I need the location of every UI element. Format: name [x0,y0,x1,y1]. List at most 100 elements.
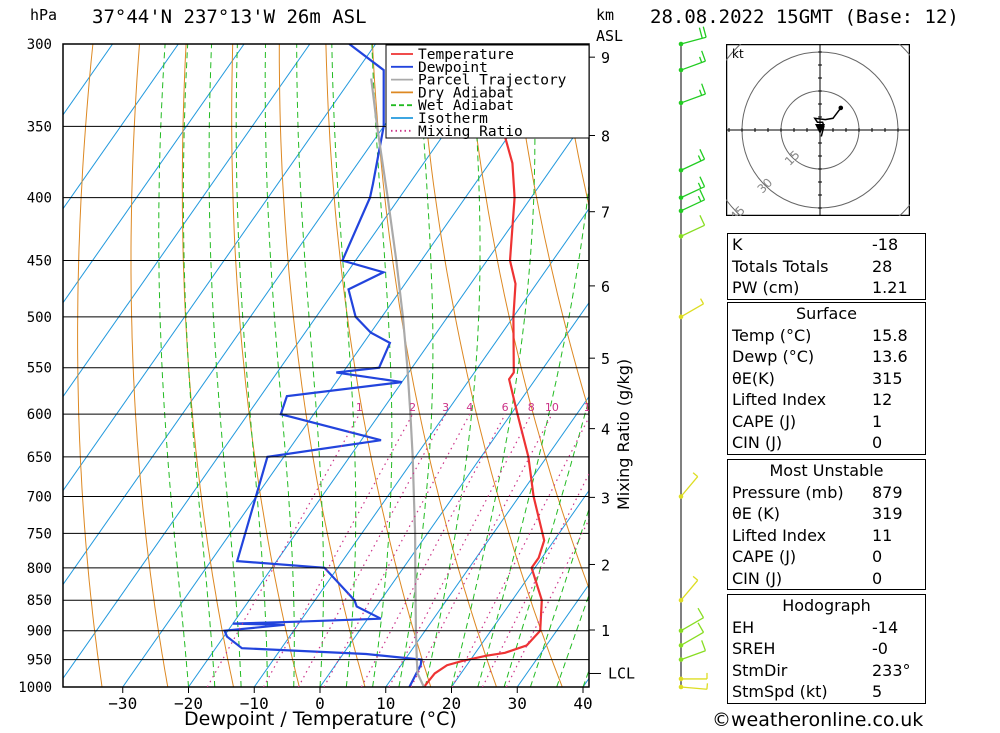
sreh-row: SREH -0 [728,638,925,660]
pressure-tick-label: 600 [27,407,52,423]
mu-cape-value: 0 [872,547,883,566]
surface-cin-label: CIN (J) [732,433,783,452]
stmspd-value: 5 [872,682,883,701]
surface-dewp-row: Dewp (°C) 13.6 [728,346,925,368]
x-tick-label: 20 [442,694,461,713]
isotherm-line [63,44,508,680]
pressure-tick-label: 450 [27,254,52,270]
asl-axis-unit: ASL [596,27,624,45]
totals-totals-label: Totals Totals [732,256,829,276]
pressure-tick-label: 900 [27,624,52,640]
mu-li-value: 11 [872,525,893,545]
sreh-label: SREH [732,639,776,658]
pressure-tick-label: 350 [27,119,52,135]
pressure-tick-label: 650 [27,450,52,466]
station-location: 37°44'N 237°13'W 26m ASL [92,6,367,28]
mu-li-row: Lifted Index 11 [728,525,925,547]
mu-cin-value: 0 [872,568,883,588]
surface-box: Surface Temp (°C) 15.8 Dewp (°C) 13.6 θE(K… [727,302,926,455]
wind-barb [678,622,705,648]
mixing-ratio-label: 15 [584,401,598,414]
isotherm-line [188,113,589,687]
dry-adiabat-line [511,44,589,413]
wet-adiabat-line [235,44,268,687]
x-tick-label: 30 [508,694,527,713]
mu-pressure-value: 879 [872,482,903,502]
wind-barb [678,26,707,47]
wind-barb [678,472,699,499]
km-tick-label: 7 [601,204,610,222]
pressure-tick-label: 500 [27,310,52,326]
hodograph-params-title: Hodograph [782,596,871,615]
wet-adiabat-line [331,44,357,687]
mixing-ratio-label: 4 [466,401,473,414]
legend-label: Dry Adiabat [418,85,514,101]
storm-motion-marker [815,124,825,134]
legend-label: Mixing Ratio [418,124,523,140]
surface-thetae-label: θE(K) [732,368,775,388]
isotherm-line [385,395,589,687]
legend-box [385,44,590,139]
stmdir-value: 233° [872,660,911,680]
pressure-tick-label: 300 [27,37,52,53]
mixing-ratio-label: 3 [442,401,449,414]
mu-cape-row: CAPE (J) 0 [728,546,925,568]
eh-label: EH [732,617,755,637]
pw-label: PW (cm) [732,278,800,297]
stmdir-row: StmDir 233° [728,660,925,682]
totals-totals-row: Totals Totals 28 [728,256,925,278]
wind-barb [678,176,706,200]
km-tick-label: 3 [601,489,610,507]
surface-dewp-value: 13.6 [872,347,908,366]
wind-barb [678,50,707,73]
stmdir-label: StmDir [732,660,788,680]
x-tick-label: −30 [108,694,137,713]
mixing-ratio-label: 8 [528,401,535,414]
wet-adiabat-line [503,397,589,687]
mixing-ratio-line [297,413,447,687]
km-tick-label: 2 [601,556,610,574]
km-tick-label: 5 [601,350,610,368]
mixing-ratio-line [388,413,532,687]
most-unstable-box: Most Unstable Pressure (mb) 879 θE (K) 319… [727,459,926,590]
stability-indices-box: K -18 Totals Totals 28 PW (cm) 1.21 [727,233,926,300]
isotherm-line [253,207,589,687]
dry-adiabat-line [77,44,103,687]
k-index-row: K -18 [728,234,925,256]
plot-frame [62,43,590,688]
isotherm-line [63,44,311,398]
most-unstable-title: Most Unstable [769,461,884,480]
dry-adiabat-line [418,44,563,687]
wet-adiabat-line [424,44,481,687]
pressure-tick-label: 850 [27,593,52,609]
mu-cin-row: CIN (J) 0 [728,568,925,590]
isotherm-line [451,489,589,687]
mixing-ratio-line [206,413,360,687]
isotherm-line [63,44,442,586]
mu-pressure-label: Pressure (mb) [732,482,844,502]
km-tick-label: 9 [601,49,610,67]
surface-thetae-row: θE(K) 315 [728,368,925,390]
lcl-label: LCL [608,664,635,682]
surface-temp-value: 15.8 [872,325,908,345]
wind-barb [678,683,709,690]
mu-li-label: Lifted Index [732,525,827,545]
wind-barb [678,672,708,682]
stmspd-label: StmSpd (kt) [732,682,828,701]
surface-li-row: Lifted Index 12 [728,389,925,411]
surface-cin-row: CIN (J) 0 [728,432,925,454]
wind-barb [678,607,705,634]
wet-adiabat-line [296,44,324,687]
pressure-tick-label: 400 [27,191,52,207]
pw-row: PW (cm) 1.21 [728,277,925,299]
credit-link[interactable]: ©weatheronline.co.uk [712,709,924,731]
pressure-tick-label: 550 [27,361,52,377]
wind-barb [678,83,707,106]
surface-temp-label: Temp (°C) [732,325,812,345]
wet-adiabat-line [158,44,189,687]
mu-cin-label: CIN (J) [732,568,783,588]
dry-adiabat-line [932,44,1000,687]
surface-cape-value: 1 [872,411,883,431]
wet-adiabat-line [477,181,589,687]
surface-cape-label: CAPE (J) [732,411,797,431]
